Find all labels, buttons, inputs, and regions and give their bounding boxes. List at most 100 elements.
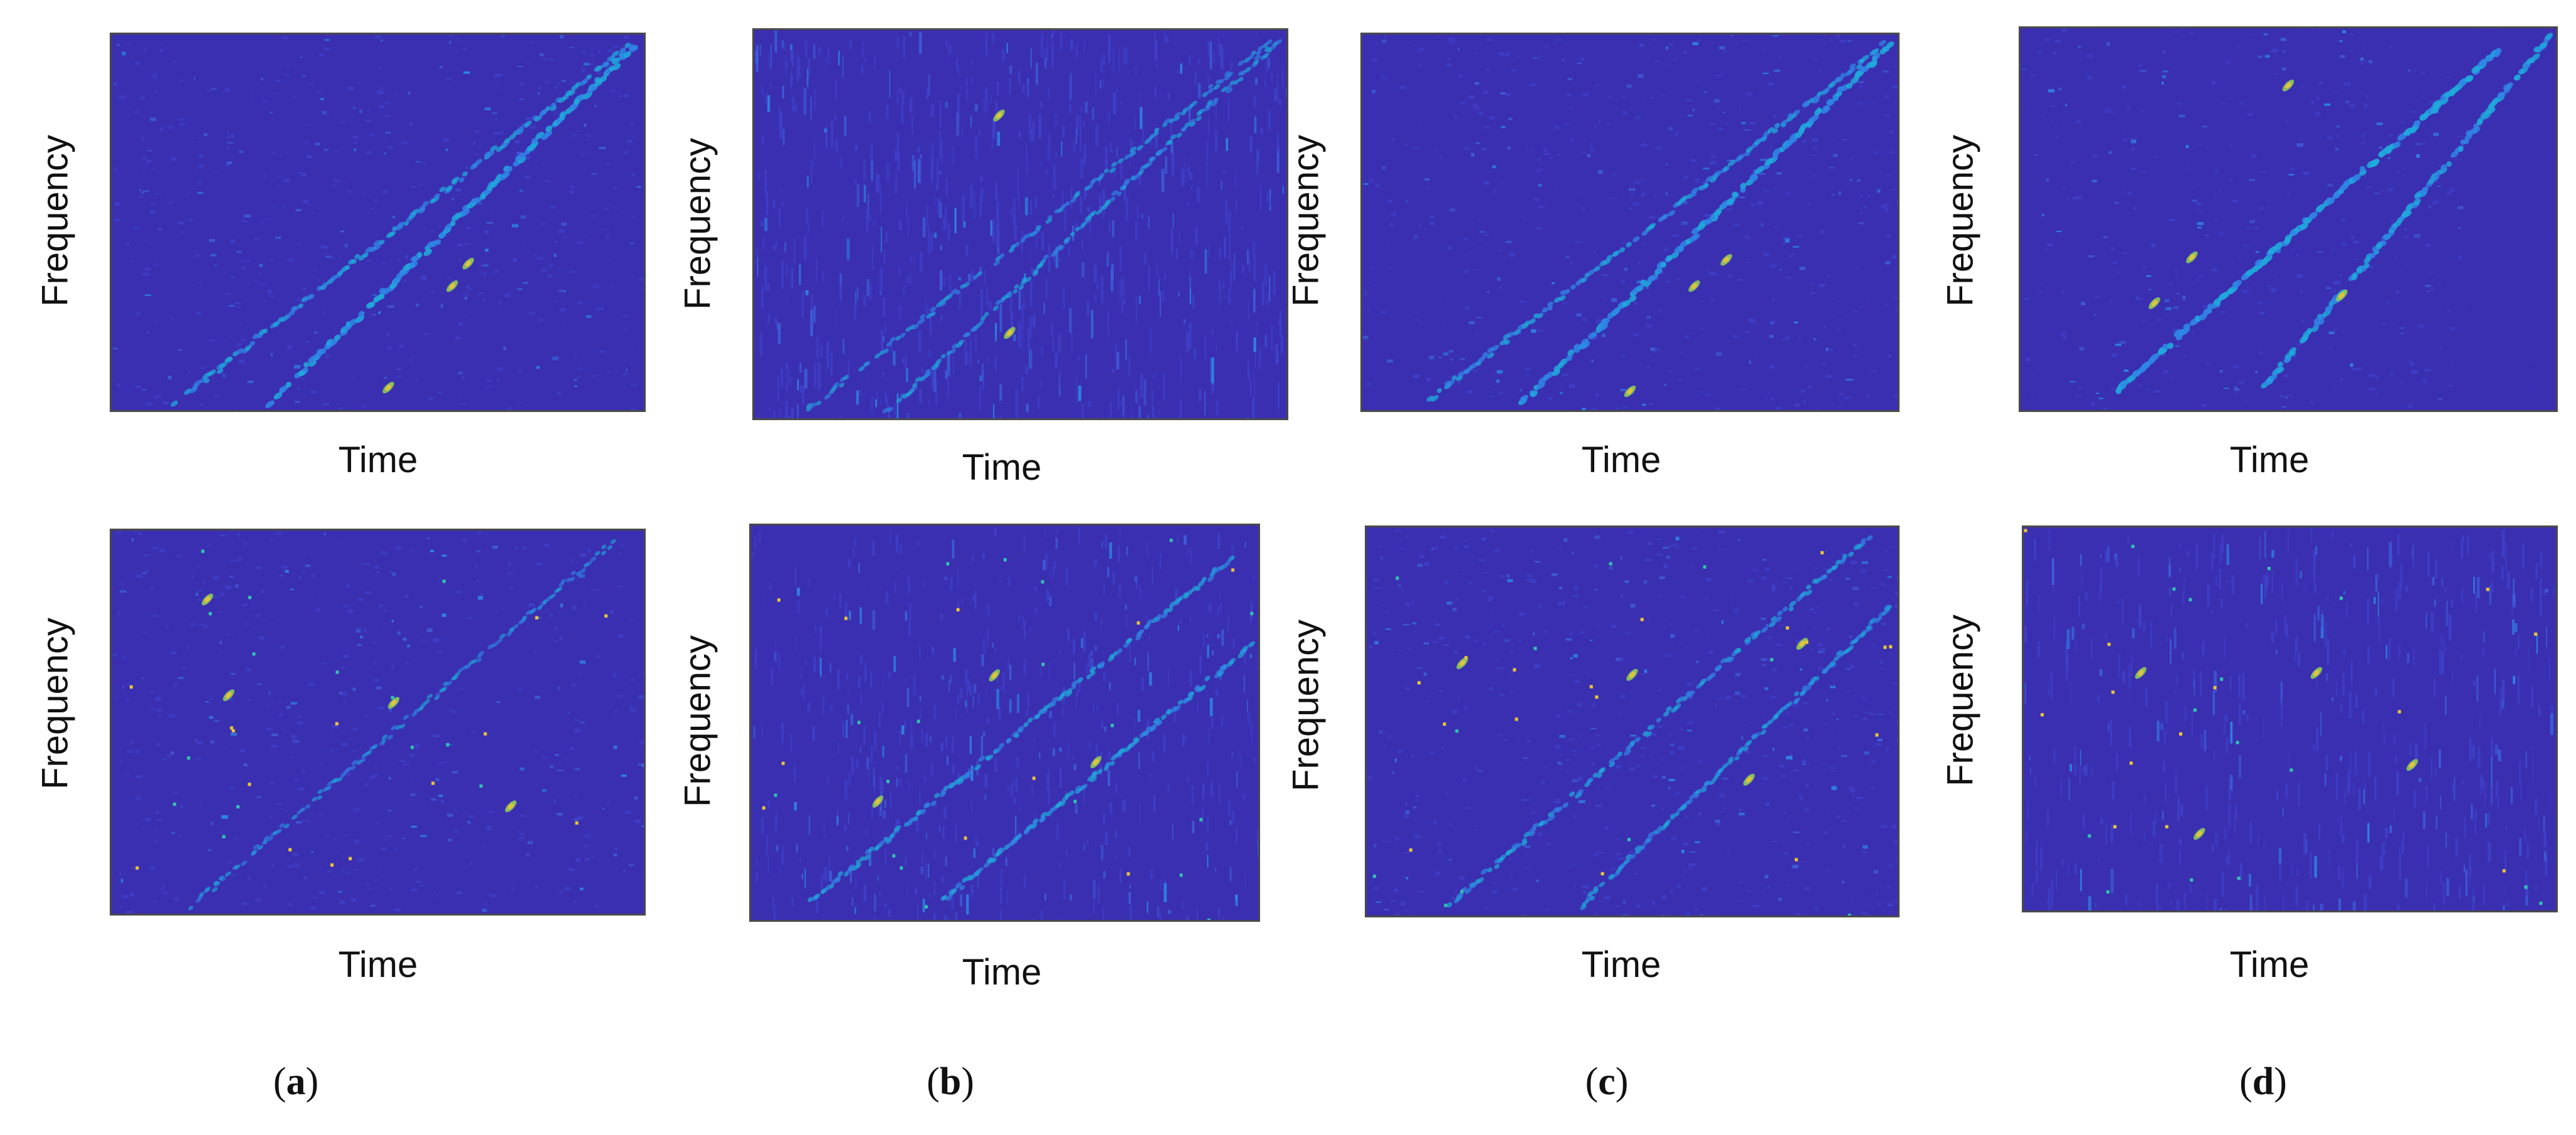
noise-mark: [1252, 398, 1255, 418]
noise-mark: [1694, 164, 1696, 167]
noise-mark: [1710, 299, 1715, 302]
ridge-segment: [839, 383, 844, 388]
noise-mark: [2121, 252, 2127, 254]
noise-mark: [465, 285, 470, 288]
noise-mark: [339, 900, 345, 904]
noise-mark: [1221, 629, 1224, 647]
noise-mark: [966, 704, 968, 714]
noise-mark: [1463, 238, 1469, 240]
noise-mark: [1485, 906, 1488, 909]
noise-mark: [2348, 176, 2355, 178]
noise-mark: [226, 747, 228, 750]
ridge-segment: [397, 221, 404, 228]
noise-mark: [2365, 186, 2372, 188]
noise-mark: [854, 303, 857, 320]
speckle: [442, 579, 446, 583]
noise-mark: [132, 911, 134, 913]
noise-mark: [192, 574, 195, 578]
noise-mark: [762, 270, 765, 278]
noise-mark: [1520, 389, 1523, 392]
noise-mark: [1622, 914, 1629, 916]
noise-mark: [1621, 406, 1627, 408]
noise-mark: [117, 611, 121, 616]
hot-core: [391, 700, 397, 706]
noise-mark: [1433, 641, 1438, 643]
noise-mark: [1792, 703, 1798, 707]
noise-mark: [2246, 286, 2249, 289]
noise-mark: [1651, 351, 1657, 354]
noise-mark: [990, 220, 993, 236]
noise-mark: [1647, 621, 1649, 623]
noise-mark: [2258, 302, 2263, 305]
noise-mark: [2421, 95, 2425, 98]
noise-mark: [519, 189, 523, 192]
noise-mark: [940, 315, 943, 322]
noise-mark: [224, 340, 226, 344]
noise-mark: [1221, 180, 1222, 190]
noise-mark: [1205, 842, 1208, 852]
speckle: [335, 670, 339, 674]
noise-mark: [2550, 231, 2554, 235]
noise-mark: [302, 200, 308, 203]
noise-mark: [2172, 328, 2179, 332]
ridge-segment: [950, 348, 956, 354]
noise-mark: [2229, 144, 2232, 148]
noise-mark: [767, 283, 770, 291]
ridge-segment: [1871, 48, 1879, 55]
noise-mark: [986, 93, 988, 112]
noise-mark: [842, 55, 844, 78]
noise-mark: [230, 559, 237, 562]
y-axis-label: Frequency: [34, 134, 76, 307]
noise-mark: [778, 652, 781, 670]
noise-mark: [2410, 362, 2415, 366]
noise-mark: [1016, 694, 1020, 713]
noise-mark: [2412, 70, 2416, 72]
noise-mark: [1478, 246, 1481, 249]
ridge-segment: [449, 220, 456, 226]
noise-mark: [270, 112, 273, 114]
noise-mark: [2446, 191, 2452, 195]
ridge-segment: [1826, 98, 1834, 105]
noise-mark: [537, 256, 545, 260]
noise-mark: [1464, 255, 1467, 257]
ridge-segment: [1737, 154, 1745, 160]
noise-mark: [1848, 786, 1854, 791]
noise-mark: [1234, 253, 1236, 281]
noise-mark: [974, 590, 977, 610]
hot-core: [204, 596, 211, 603]
noise-mark: [1523, 758, 1528, 759]
noise-mark: [1010, 208, 1012, 218]
noise-mark: [1048, 245, 1051, 273]
noise-mark: [322, 403, 330, 406]
noise-mark: [152, 263, 159, 266]
ridge-segment: [807, 897, 813, 902]
noise-mark: [767, 313, 770, 324]
noise-mark: [248, 260, 251, 263]
noise-mark: [526, 61, 530, 63]
noise-mark: [1458, 75, 1463, 78]
noise-mark: [145, 817, 151, 821]
noise-mark: [963, 221, 966, 228]
ridge-segment: [1491, 344, 1500, 352]
noise-mark: [1197, 703, 1199, 712]
noise-mark: [1056, 529, 1058, 534]
noise-mark: [1153, 794, 1156, 812]
speckle: [781, 761, 785, 766]
noise-mark: [1156, 261, 1159, 278]
x-axis-label: Time: [338, 944, 418, 985]
noise-mark: [2139, 70, 2147, 72]
noise-mark: [1815, 766, 1817, 768]
noise-mark: [1253, 288, 1256, 313]
noise-mark: [1118, 49, 1120, 72]
noise-mark: [1130, 139, 1133, 159]
noise-mark: [130, 866, 137, 868]
noise-mark: [1715, 704, 1717, 707]
noise-mark: [1081, 403, 1084, 418]
noise-mark: [1686, 729, 1693, 732]
noise-mark: [364, 783, 369, 786]
noise-mark: [318, 890, 325, 895]
noise-mark: [761, 87, 764, 96]
noise-mark: [573, 729, 581, 732]
spectrogram-b-top: [752, 28, 1288, 420]
noise-mark: [975, 334, 977, 352]
